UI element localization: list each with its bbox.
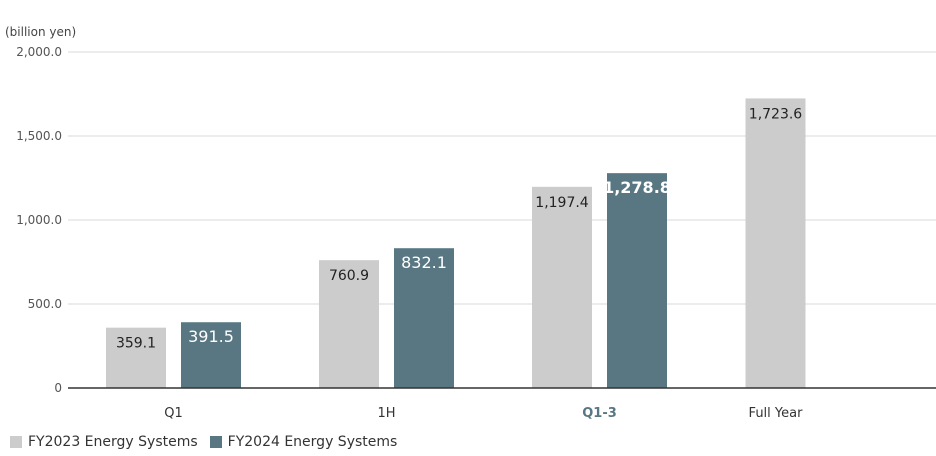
x-category-label: 1H — [377, 406, 395, 421]
data-label: 1,723.6 — [749, 106, 803, 122]
x-category-label: Full Year — [749, 406, 804, 421]
legend: FY2023 Energy Systems FY2024 Energy Syst… — [10, 434, 409, 450]
y-tick-label: 1,500.0 — [16, 129, 62, 143]
legend-swatch-fy2023 — [10, 436, 22, 448]
bar-fy2023 — [745, 98, 806, 388]
x-category-label: Q1 — [164, 406, 183, 421]
y-axis-unit-label: (billion yen) — [5, 25, 77, 39]
bar-fy2024 — [181, 322, 241, 388]
x-category-label: Q1-3 — [582, 406, 617, 421]
data-label: 1,197.4 — [535, 195, 589, 211]
bar-fy2023 — [532, 186, 592, 388]
legend-label-fy2023: FY2023 Energy Systems — [28, 434, 198, 450]
data-label: 1,278.8 — [603, 178, 671, 197]
bar-fy2023 — [319, 260, 379, 388]
legend-label-fy2024: FY2024 Energy Systems — [227, 434, 398, 450]
bar-fy2023 — [106, 327, 166, 388]
data-label: 760.9 — [329, 268, 369, 284]
legend-swatch-fy2024 — [209, 436, 222, 448]
y-tick-label: 500.0 — [28, 297, 62, 311]
bar-fy2024 — [607, 173, 667, 388]
y-tick-label: 2,000.0 — [16, 45, 62, 59]
legend-item-fy2024: FY2024 Energy Systems — [209, 434, 398, 450]
y-tick-label: 0 — [54, 381, 62, 395]
data-label: 832.1 — [401, 253, 447, 272]
data-label: 359.1 — [116, 336, 156, 352]
data-label: 391.5 — [188, 327, 234, 346]
bar-fy2024 — [394, 248, 454, 388]
y-tick-label: 1,000.0 — [16, 213, 62, 227]
legend-item-fy2023: FY2023 Energy Systems — [10, 434, 198, 450]
